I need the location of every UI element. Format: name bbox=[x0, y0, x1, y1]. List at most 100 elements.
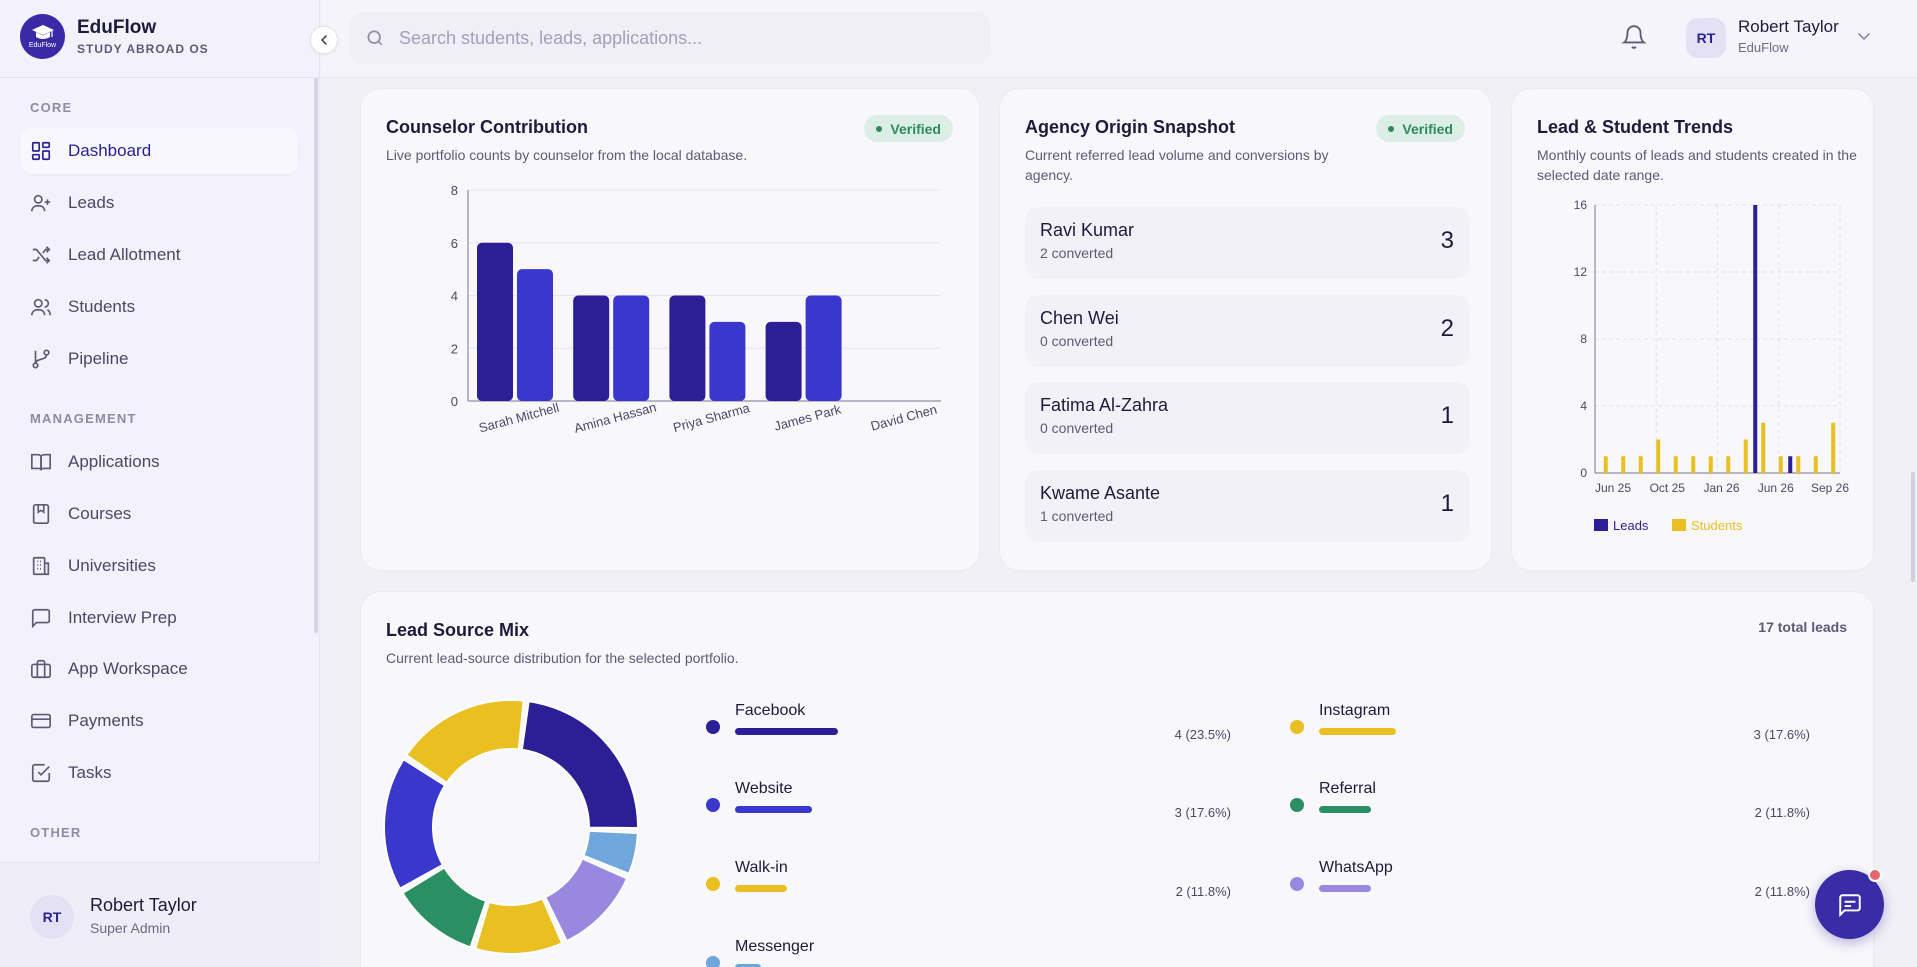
x-tick-label: James Park bbox=[772, 401, 843, 433]
brand-subtitle: STUDY ABROAD OS bbox=[77, 42, 209, 56]
verified-badge: Verified bbox=[864, 115, 953, 142]
bar bbox=[1708, 456, 1713, 473]
bar bbox=[1673, 456, 1678, 473]
sidebar-item-applications[interactable]: Applications bbox=[20, 439, 298, 485]
sidebar-item-app-workspace[interactable]: App Workspace bbox=[20, 646, 298, 692]
source-value: 2 (11.8%) bbox=[1754, 884, 1810, 899]
legend-swatch bbox=[1672, 519, 1686, 531]
y-tick-label: 16 bbox=[1574, 199, 1588, 212]
source-share-bar bbox=[735, 964, 761, 967]
y-tick-label: 8 bbox=[1580, 332, 1587, 346]
lead-source-mix-card: Lead Source Mix Current lead-source dist… bbox=[360, 591, 1874, 967]
legend-dot bbox=[1290, 798, 1304, 812]
collapse-sidebar-button[interactable] bbox=[310, 26, 338, 54]
sidebar-scrollbar[interactable] bbox=[314, 78, 318, 633]
brand-name: EduFlow bbox=[77, 17, 157, 38]
logo-text: EduFlow bbox=[28, 42, 57, 49]
y-tick-label: 0 bbox=[451, 394, 458, 409]
agency-origin-card: Agency Origin Snapshot Current referred … bbox=[999, 88, 1492, 571]
sidebar-item-universities[interactable]: Universities bbox=[20, 543, 298, 589]
chevron-left-icon bbox=[320, 35, 327, 45]
agency-count: 1 bbox=[1440, 402, 1454, 429]
sidebar-item-label: Payments bbox=[68, 711, 144, 730]
source-value: 2 (11.8%) bbox=[1754, 805, 1810, 820]
sidebar-item-interview-prep[interactable]: Interview Prep bbox=[20, 595, 298, 641]
header-avatar[interactable]: RT bbox=[1686, 18, 1726, 58]
sidebar: EduFlow EduFlow STUDY ABROAD OS CORE Das… bbox=[0, 0, 320, 967]
agency-row[interactable]: Fatima Al-Zahra 0 converted 1 bbox=[1025, 382, 1470, 454]
sidebar-item-leads[interactable]: Leads bbox=[20, 180, 298, 226]
sidebar-item-label: Interview Prep bbox=[68, 608, 177, 627]
sidebar-item-label: Pipeline bbox=[68, 349, 129, 368]
lead-source-item: WhatsApp 2 (11.8%) bbox=[1290, 859, 1810, 919]
sidebar-item-label: Universities bbox=[68, 556, 156, 575]
users-icon bbox=[30, 296, 52, 318]
bar bbox=[613, 295, 650, 401]
verified-badge: Verified bbox=[1376, 115, 1465, 142]
sidebar-item-label: Applications bbox=[68, 452, 160, 471]
agency-row[interactable]: Ravi Kumar 2 converted 3 bbox=[1025, 207, 1470, 279]
header-user-org: EduFlow bbox=[1738, 40, 1789, 55]
search-bar[interactable] bbox=[349, 12, 991, 64]
source-share-bar bbox=[1319, 885, 1371, 892]
source-value: 4 (23.5%) bbox=[1174, 727, 1231, 742]
sidebar-item-label: Tasks bbox=[68, 763, 112, 782]
lead-student-trends-card: Lead & Student Trends Monthly counts of … bbox=[1511, 88, 1874, 571]
sidebar-user-role: Super Admin bbox=[90, 920, 171, 936]
agency-row[interactable]: Kwame Asante 1 converted 1 bbox=[1025, 470, 1470, 542]
agency-name: Fatima Al-Zahra bbox=[1040, 395, 1169, 415]
x-tick-label: Jun 25 bbox=[1595, 481, 1631, 495]
y-tick-label: 4 bbox=[1580, 399, 1587, 413]
sidebar-item-students[interactable]: Students bbox=[20, 284, 298, 330]
x-tick-label: David Chen bbox=[869, 402, 939, 434]
sidebar-item-payments[interactable]: Payments bbox=[20, 698, 298, 744]
donut-slice bbox=[474, 897, 564, 955]
source-name: Referral bbox=[1319, 780, 1376, 797]
search-input[interactable] bbox=[399, 27, 959, 49]
brand[interactable]: EduFlow EduFlow STUDY ABROAD OS bbox=[20, 14, 209, 59]
chevron-down-icon[interactable] bbox=[1856, 28, 1872, 44]
agency-row[interactable]: Chen Wei 0 converted 2 bbox=[1025, 295, 1470, 367]
y-tick-label: 12 bbox=[1574, 265, 1588, 279]
main-scrollbar[interactable] bbox=[1911, 472, 1915, 582]
lead-source-item: Website 3 (17.6%) bbox=[706, 780, 1231, 840]
sidebar-user-card[interactable]: RT Robert Taylor Super Admin bbox=[0, 862, 320, 967]
legend-dot bbox=[706, 798, 720, 812]
sidebar-item-lead-allotment[interactable]: Lead Allotment bbox=[20, 232, 298, 278]
source-name: WhatsApp bbox=[1319, 859, 1393, 876]
source-value: 2 (11.8%) bbox=[1175, 884, 1231, 899]
sidebar-item-courses[interactable]: Courses bbox=[20, 491, 298, 537]
bar bbox=[1726, 456, 1731, 473]
sidebar-item-tasks[interactable]: Tasks bbox=[20, 750, 298, 796]
sidebar-item-label: Students bbox=[68, 297, 136, 316]
chat-icon bbox=[1838, 893, 1861, 917]
sidebar-item-pipeline[interactable]: Pipeline bbox=[20, 336, 298, 382]
bar bbox=[1691, 456, 1696, 473]
user-plus-icon bbox=[30, 192, 52, 214]
source-share-bar bbox=[1319, 806, 1371, 813]
sidebar-user-name: Robert Taylor bbox=[90, 895, 197, 915]
donut-slice bbox=[520, 700, 639, 829]
agency-converted: 2 converted bbox=[1040, 245, 1114, 261]
donut-slice bbox=[582, 829, 639, 876]
sidebar-item-dashboard[interactable]: Dashboard bbox=[20, 128, 298, 174]
notification-dot bbox=[1868, 868, 1882, 882]
badge-label: Verified bbox=[1402, 120, 1453, 137]
donut-slice bbox=[404, 699, 525, 785]
source-value: 3 (17.6%) bbox=[1174, 805, 1231, 820]
bar bbox=[1638, 456, 1643, 473]
header-user-name[interactable]: Robert Taylor bbox=[1738, 17, 1839, 36]
bar bbox=[1621, 456, 1626, 473]
x-tick-label: Jun 26 bbox=[1758, 481, 1794, 495]
legend-dot bbox=[706, 956, 720, 967]
card-subtitle: Current referred lead volume and convers… bbox=[1025, 147, 1329, 183]
eduflow-logo: EduFlow bbox=[20, 14, 65, 59]
agency-count: 1 bbox=[1440, 490, 1454, 517]
lead-source-donut-chart bbox=[383, 699, 639, 955]
bar bbox=[1831, 422, 1836, 473]
legend-dot bbox=[706, 720, 720, 734]
sidebar-item-label: Leads bbox=[68, 193, 115, 212]
bell-icon[interactable] bbox=[1621, 24, 1647, 50]
agency-converted: 1 converted bbox=[1040, 508, 1114, 524]
lead-source-item: Facebook 4 (23.5%) bbox=[706, 702, 1231, 762]
